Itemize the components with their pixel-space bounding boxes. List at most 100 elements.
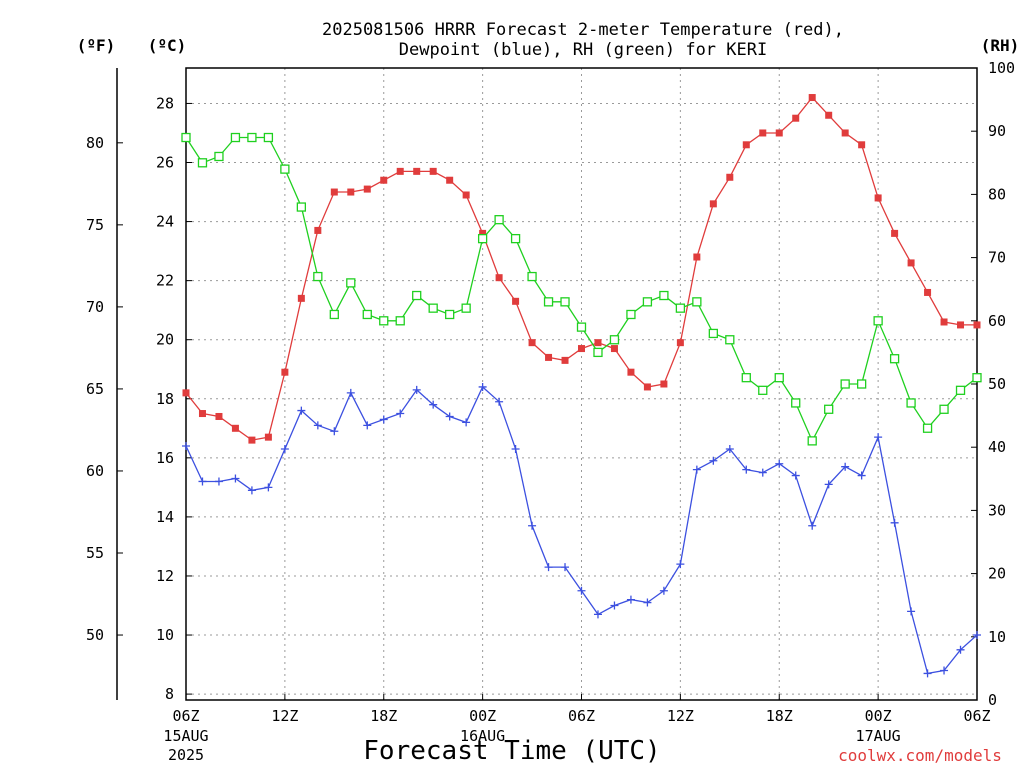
rh-point bbox=[758, 385, 768, 395]
temperature-point bbox=[578, 345, 585, 353]
rh-point bbox=[972, 373, 982, 383]
dewpoint-point bbox=[528, 521, 537, 530]
temperature-point bbox=[198, 410, 206, 418]
axis-ticks: 8 10 12 14 16 18 20 22 24 26 28 50 55 60 65 70 75 80 0 10 20… bbox=[86, 59, 1015, 764]
rh-point bbox=[675, 303, 686, 313]
rh-point bbox=[642, 297, 653, 307]
dewpoint-point bbox=[346, 388, 355, 397]
x-tick-date-label: 16AUG bbox=[460, 727, 505, 745]
dewpoint-point bbox=[643, 598, 652, 607]
rh-point bbox=[889, 354, 900, 364]
rh-point bbox=[543, 297, 554, 307]
temperature-point bbox=[940, 318, 948, 326]
temperature-point bbox=[742, 141, 750, 149]
x-tick-label: 00Z bbox=[469, 707, 496, 725]
rh-point bbox=[824, 404, 834, 414]
rh-point bbox=[494, 215, 504, 225]
temperature-point bbox=[281, 368, 289, 376]
x-tick-label: 06Z bbox=[963, 707, 990, 725]
temperature-point bbox=[248, 436, 256, 444]
rh-point bbox=[379, 316, 389, 326]
rh-point bbox=[313, 271, 323, 282]
temperature-point bbox=[594, 339, 602, 347]
rh-point bbox=[708, 328, 718, 339]
temperature-point bbox=[413, 167, 421, 175]
dewpoint-point bbox=[198, 477, 207, 486]
x-tick-label: 06Z bbox=[172, 707, 199, 725]
rh-point bbox=[230, 132, 241, 143]
rh-tick-label: 50 bbox=[988, 375, 1006, 393]
temperature-point bbox=[775, 129, 783, 137]
temperature-point bbox=[528, 339, 536, 347]
rh-tick-label: 10 bbox=[988, 628, 1006, 646]
x-tick-label: 12Z bbox=[667, 707, 694, 725]
x-tick-label: 00Z bbox=[865, 707, 892, 725]
rh-tick-label: 30 bbox=[988, 501, 1006, 519]
temperature-point bbox=[858, 141, 866, 149]
dewpoint-point bbox=[593, 610, 602, 619]
rh-point bbox=[906, 398, 916, 408]
dewpoint-point bbox=[808, 521, 817, 530]
rh-point bbox=[922, 423, 933, 433]
dewpoint-point bbox=[676, 560, 685, 569]
x-axis-label: Forecast Time (UTC) bbox=[363, 736, 660, 766]
celsius-tick-label: 26 bbox=[156, 154, 174, 172]
rh-point bbox=[807, 436, 817, 446]
rh-point bbox=[741, 373, 751, 383]
celsius-tick-label: 28 bbox=[156, 94, 174, 112]
dewpoint-point bbox=[462, 418, 471, 427]
rh-tick-label: 80 bbox=[988, 185, 1006, 203]
rh-point bbox=[593, 347, 603, 358]
dewpoint-point bbox=[923, 669, 932, 678]
fahrenheit-unit-label: (ºF) bbox=[77, 36, 116, 55]
dewpoint-point bbox=[577, 586, 586, 595]
dewpoint-point bbox=[692, 465, 701, 474]
rh-point bbox=[609, 335, 620, 345]
temperature-point bbox=[676, 339, 684, 347]
dewpoint-point bbox=[478, 382, 487, 391]
temperature-point bbox=[182, 389, 190, 397]
rh-point bbox=[197, 158, 208, 168]
dewpoint-point bbox=[758, 468, 767, 477]
rh-point bbox=[445, 309, 455, 320]
temperature-point bbox=[643, 383, 651, 391]
temperature-point bbox=[561, 356, 569, 364]
dewpoint-point bbox=[824, 480, 833, 489]
x-tick-date-label: 15AUG bbox=[163, 727, 208, 745]
dewpoint-point bbox=[940, 666, 949, 675]
dewpoint-point bbox=[610, 601, 619, 610]
celsius-tick-label: 22 bbox=[156, 272, 174, 290]
dewpoint-point bbox=[396, 409, 405, 418]
dewpoint-point bbox=[264, 483, 273, 492]
dewpoint-point bbox=[280, 444, 289, 453]
temperature-point bbox=[792, 114, 800, 122]
temperature-point bbox=[874, 194, 882, 202]
temperature-point bbox=[891, 229, 899, 237]
celsius-tick-label: 20 bbox=[156, 331, 174, 349]
temperature-point bbox=[380, 176, 388, 184]
rh-point bbox=[362, 309, 372, 320]
temperature-point bbox=[446, 176, 454, 184]
dewpoint-point bbox=[247, 486, 256, 495]
rh-point bbox=[856, 379, 867, 389]
temperature-point bbox=[495, 274, 503, 282]
rh-tick-label: 100 bbox=[988, 59, 1015, 77]
temperature-point bbox=[545, 353, 553, 361]
rh-point bbox=[461, 303, 471, 313]
rh-point bbox=[412, 290, 422, 301]
celsius-tick-label: 18 bbox=[156, 390, 174, 408]
dewpoint-point bbox=[412, 385, 421, 394]
rh-point bbox=[527, 271, 537, 282]
rh-point bbox=[329, 309, 339, 320]
celsius-tick-label: 10 bbox=[156, 626, 174, 644]
rh-point bbox=[510, 233, 521, 244]
temperature-point bbox=[924, 288, 932, 296]
dewpoint-point bbox=[725, 444, 734, 453]
rh-tick-label: 20 bbox=[988, 565, 1006, 583]
temperature-point bbox=[396, 167, 404, 175]
rh-point bbox=[626, 309, 636, 320]
dewpoint-point bbox=[874, 433, 883, 442]
celsius-tick-label: 12 bbox=[156, 567, 174, 585]
temperature-point bbox=[512, 297, 520, 305]
rh-unit-label: (RH) bbox=[981, 36, 1020, 55]
